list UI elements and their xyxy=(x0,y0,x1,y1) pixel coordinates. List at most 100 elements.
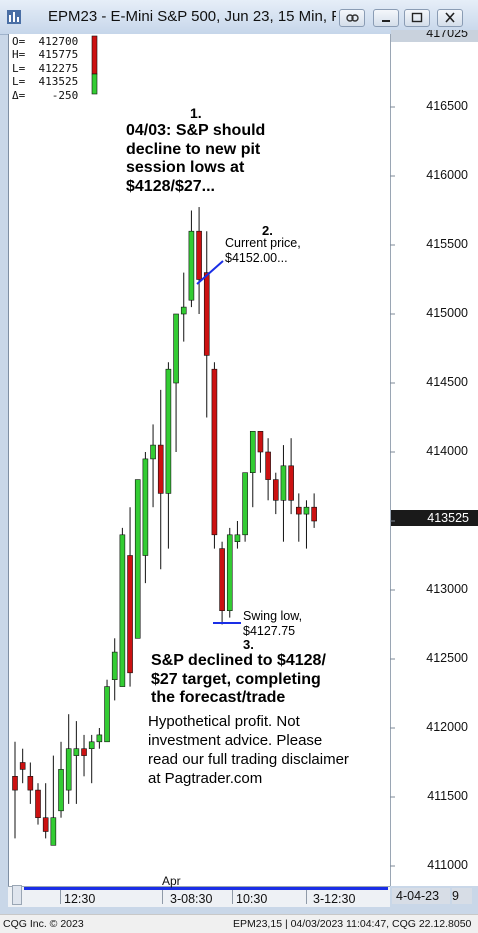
candle-body xyxy=(234,534,241,542)
note2-line: $4152.00... xyxy=(225,251,288,265)
candle-body xyxy=(311,506,317,522)
copyright-text: CQG Inc. © 2023 xyxy=(3,918,84,930)
candle-body xyxy=(119,534,126,687)
ohlc-mini-bar-up xyxy=(91,73,98,95)
price-tick-label: 416500 xyxy=(426,99,468,113)
time-label-1: 12:30 xyxy=(64,892,96,906)
note2-line: Current price, xyxy=(225,236,301,250)
candle-body xyxy=(73,748,80,756)
candle-body xyxy=(42,817,49,832)
note3-text: S&P declined to $4128/ $27 target, compl… xyxy=(151,652,326,708)
candle-body xyxy=(12,775,18,791)
note1-line: decline to new pit xyxy=(126,140,261,158)
current-date-box: 4-04-23 xyxy=(392,888,450,904)
price-tick-label: 414000 xyxy=(426,444,468,458)
ohlc-readout: O= 412700 H= 415775 L= 412275 L= 413525 Δ= -… xyxy=(12,35,78,102)
minimize-icon xyxy=(382,20,390,22)
note1-line: 04/03: S&P should xyxy=(126,122,266,139)
scroll-thumb[interactable] xyxy=(12,885,22,905)
price-tick-label: 412000 xyxy=(426,720,468,734)
note1-line: session lows at xyxy=(126,159,245,176)
time-separator xyxy=(162,890,163,904)
close-icon xyxy=(445,12,455,23)
candle-body xyxy=(180,306,187,315)
candle-body xyxy=(111,651,118,680)
ohlc-open: O= 412700 xyxy=(12,35,79,48)
note2-number: 2. xyxy=(262,223,273,238)
candlestick-chart xyxy=(12,35,395,867)
candle-body xyxy=(127,555,133,674)
candle-body xyxy=(257,430,264,453)
current-price-pointer xyxy=(196,260,224,285)
maximize-button[interactable] xyxy=(404,9,430,27)
title-bar[interactable]: EPM23 - E-Mini S&P 500, Jun 23, 15 Min, … xyxy=(0,0,478,35)
time-axis[interactable] xyxy=(8,886,390,907)
swing-low-text: Swing low, $4127.75 xyxy=(243,609,302,639)
window-title: EPM23 - E-Mini S&P 500, Jun 23, 15 Min, … xyxy=(48,8,336,25)
link-button[interactable] xyxy=(339,9,365,27)
candle-body xyxy=(295,506,302,515)
price-tick-label: 411000 xyxy=(427,858,468,872)
minimize-button[interactable] xyxy=(373,9,399,27)
price-tick-label: 415500 xyxy=(426,237,468,251)
ohlc-last: L= 413525 xyxy=(12,75,79,89)
status-footer: CQG Inc. © 2023 EPM23,15 | 04/03/2023 11… xyxy=(0,914,478,933)
candle-body xyxy=(35,789,41,818)
candle-body xyxy=(303,506,310,515)
candle-body xyxy=(211,368,218,536)
disclaimer-line: investment advice. Please xyxy=(148,732,323,749)
close-button[interactable] xyxy=(437,9,463,27)
candle-body xyxy=(81,748,87,756)
time-range-bar[interactable] xyxy=(24,887,388,890)
maximize-icon xyxy=(411,12,423,23)
disclaimer-line: read our full trading disclaimer xyxy=(148,751,349,768)
note1-number: 1. xyxy=(190,105,202,121)
candle-body xyxy=(280,465,287,501)
time-separator xyxy=(306,890,307,904)
ohlc-mini-bar-down xyxy=(91,35,98,75)
candle-body xyxy=(265,451,271,480)
candle-body xyxy=(27,775,34,791)
month-label: Apr xyxy=(162,874,181,888)
price-tick-label: 415000 xyxy=(426,306,468,320)
candle-body xyxy=(165,368,172,494)
swing-line: Swing low, xyxy=(243,609,303,623)
candle-body xyxy=(142,458,149,556)
time-label-4: 3-12:30 xyxy=(313,892,356,906)
disclaimer-text: Hypothetical profit. Not investment advi… xyxy=(148,712,349,788)
candle-body xyxy=(88,741,95,749)
candle-body xyxy=(50,817,57,846)
candle-body xyxy=(272,479,279,501)
session-info-text: EPM23,15 | 04/03/2023 11:04:47, CQG 22.1… xyxy=(233,918,472,930)
disclaimer-line: Hypothetical profit. Not xyxy=(148,713,300,730)
note3-line: the forecast/trade xyxy=(151,689,286,706)
price-axis[interactable] xyxy=(390,34,478,886)
link-icon xyxy=(346,14,359,22)
note1-text: 04/03: S&P should decline to new pit ses… xyxy=(126,122,265,196)
price-tick-label: 413000 xyxy=(426,582,468,596)
candle-body xyxy=(242,472,248,536)
plot-area[interactable] xyxy=(8,34,391,886)
price-tick-label: 411500 xyxy=(427,789,468,803)
date-box-end: 9 xyxy=(452,888,472,904)
swing-line: $4127.75 xyxy=(243,624,296,638)
candle-body xyxy=(134,479,141,639)
candle-body xyxy=(203,272,210,356)
candle-body xyxy=(104,686,110,743)
candle-body xyxy=(157,444,164,494)
candle-body xyxy=(173,313,179,384)
candle-body xyxy=(288,465,294,501)
candle-body xyxy=(58,769,64,812)
top-price-label: 417025 xyxy=(391,30,478,42)
note3-line: $27 target, completing xyxy=(151,670,321,688)
candle-body xyxy=(19,762,26,770)
candle-body xyxy=(249,430,256,473)
time-separator xyxy=(60,890,61,904)
candle-body xyxy=(196,230,202,280)
time-label-2: 3-08:30 xyxy=(170,892,213,906)
candle-body xyxy=(65,748,72,791)
time-separator xyxy=(232,890,233,904)
note3-line: S&P declined to $4128/ xyxy=(151,652,326,669)
price-tick-label: 416000 xyxy=(426,168,468,182)
chart-window: EPM23 - E-Mini S&P 500, Jun 23, 15 Min, … xyxy=(0,0,478,914)
